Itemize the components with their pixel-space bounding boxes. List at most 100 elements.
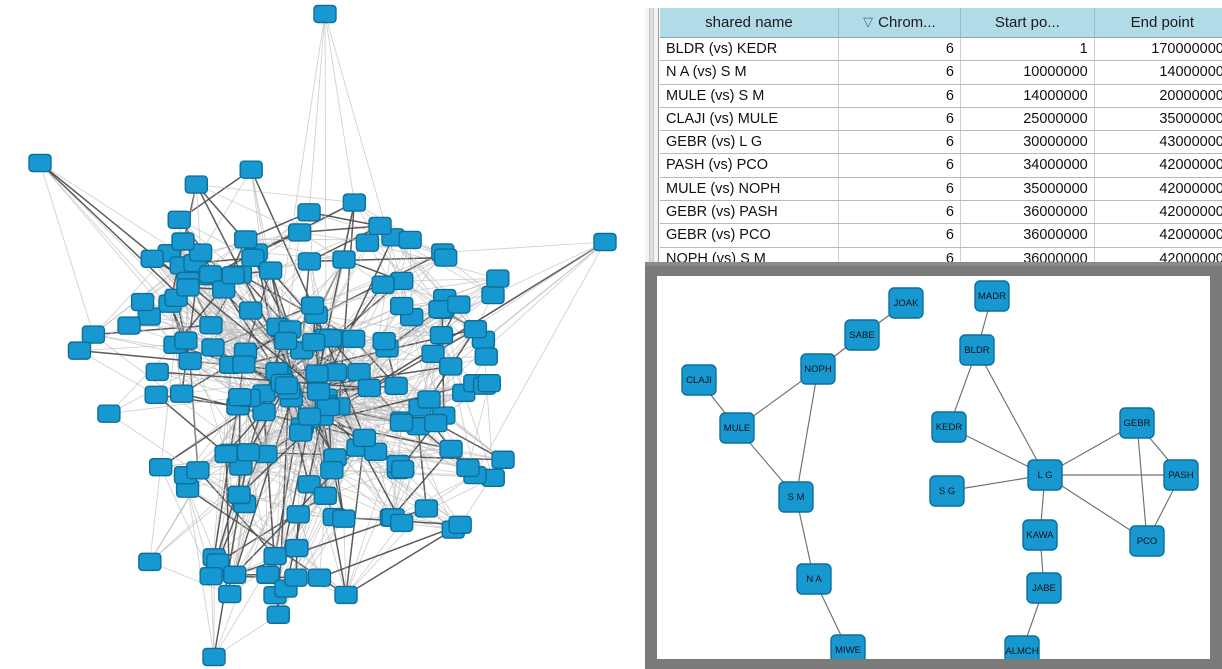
- network-node[interactable]: [170, 384, 194, 403]
- network-node[interactable]: [448, 515, 472, 534]
- cell-chromosome[interactable]: 6: [838, 130, 961, 155]
- network-node[interactable]: [305, 364, 329, 383]
- network-node[interactable]: [357, 378, 382, 398]
- network-node[interactable]: [368, 216, 392, 236]
- network-node[interactable]: [297, 407, 322, 426]
- network-node[interactable]: [372, 331, 396, 351]
- cell-shared-name[interactable]: GEBR (vs) PASH: [660, 200, 839, 225]
- network-node[interactable]: KAWA: [1022, 519, 1058, 551]
- cell-start-point[interactable]: 36000000: [960, 200, 1095, 225]
- cell-start-point[interactable]: 1: [960, 37, 1095, 62]
- network-node[interactable]: [28, 153, 52, 173]
- network-node[interactable]: [297, 252, 322, 271]
- cell-chromosome[interactable]: 6: [838, 37, 961, 62]
- network-node[interactable]: [320, 461, 344, 480]
- network-node[interactable]: N A: [796, 563, 832, 595]
- network-node[interactable]: [429, 326, 454, 345]
- table-row[interactable]: PASH (vs) PCO6340000004200000011.4: [660, 153, 1222, 178]
- network-node[interactable]: KEDR: [931, 411, 967, 443]
- network-node[interactable]: [424, 413, 448, 433]
- network-node[interactable]: MIWE: [830, 634, 866, 659]
- table-body[interactable]: BLDR (vs) KEDR61170000000192.0N A (vs) S…: [660, 37, 1222, 270]
- network-node[interactable]: [227, 485, 251, 505]
- network-node[interactable]: [313, 4, 337, 24]
- cell-start-point[interactable]: 10000000: [960, 60, 1095, 85]
- network-node[interactable]: [332, 250, 356, 269]
- network-node[interactable]: [439, 439, 463, 459]
- network-node[interactable]: [252, 402, 276, 422]
- network-node[interactable]: [138, 552, 162, 572]
- network-node[interactable]: [263, 546, 287, 566]
- table-row[interactable]: N A (vs) S M610000000140000006.6: [660, 60, 1222, 85]
- network-node[interactable]: [285, 538, 309, 558]
- cell-chromosome[interactable]: 6: [838, 107, 961, 132]
- cell-start-point[interactable]: 14000000: [960, 84, 1095, 108]
- network-node[interactable]: [334, 585, 358, 605]
- network-node[interactable]: [199, 566, 223, 586]
- cell-end-point[interactable]: 42000000: [1094, 223, 1222, 248]
- network-node[interactable]: BLDR: [959, 334, 995, 366]
- network-node[interactable]: [174, 331, 198, 350]
- network-node[interactable]: [447, 295, 471, 314]
- network-node[interactable]: JABE: [1026, 572, 1062, 604]
- network-node[interactable]: [477, 374, 501, 393]
- network-node[interactable]: [81, 325, 106, 344]
- cell-end-point[interactable]: 170000000: [1094, 37, 1222, 62]
- network-node[interactable]: [256, 565, 280, 584]
- node-layer[interactable]: [28, 4, 617, 667]
- large-network-view[interactable]: [0, 0, 645, 669]
- table-row[interactable]: GEBR (vs) L G6300000004300000016.9: [660, 130, 1222, 155]
- network-node[interactable]: [184, 175, 209, 194]
- network-node[interactable]: [238, 301, 263, 320]
- network-node[interactable]: [228, 388, 252, 407]
- network-node[interactable]: [389, 513, 414, 533]
- network-node[interactable]: [171, 232, 195, 251]
- network-node[interactable]: [214, 444, 238, 464]
- cell-shared-name[interactable]: MULE (vs) S M: [660, 84, 839, 108]
- network-node[interactable]: S G: [929, 475, 965, 507]
- network-node[interactable]: [239, 160, 263, 179]
- cell-start-point[interactable]: 25000000: [960, 107, 1095, 132]
- network-node[interactable]: PASH: [1163, 459, 1199, 491]
- network-node[interactable]: [286, 505, 310, 524]
- network-node[interactable]: [188, 243, 213, 262]
- network-node[interactable]: [481, 285, 505, 305]
- network-node[interactable]: [417, 390, 441, 409]
- cell-shared-name[interactable]: GEBR (vs) PCO: [660, 223, 839, 248]
- network-node[interactable]: [97, 404, 121, 423]
- network-node[interactable]: [355, 233, 380, 252]
- network-node[interactable]: [332, 509, 356, 528]
- network-node[interactable]: SABE: [844, 319, 880, 351]
- network-node[interactable]: GEBR: [1119, 407, 1155, 439]
- network-node[interactable]: [414, 499, 439, 518]
- table-row-header-gutter[interactable]: [645, 8, 659, 270]
- cell-chromosome[interactable]: 6: [838, 60, 961, 85]
- network-node[interactable]: [201, 338, 225, 357]
- network-node[interactable]: [463, 320, 488, 339]
- network-node[interactable]: [301, 333, 326, 352]
- network-node[interactable]: [384, 376, 408, 395]
- edge-attribute-table[interactable]: shared name ▽ Chrom... Start po... End point…: [660, 8, 1222, 270]
- cell-shared-name[interactable]: MULE (vs) NOPH: [660, 177, 839, 202]
- network-node[interactable]: S M: [778, 481, 814, 513]
- network-node[interactable]: [297, 203, 321, 222]
- cell-chromosome[interactable]: 6: [838, 153, 961, 178]
- cell-chromosome[interactable]: 6: [838, 84, 961, 108]
- column-header-shared-name[interactable]: shared name: [660, 8, 839, 38]
- table-row[interactable]: CLAJI (vs) MULE625000000350000005.9: [660, 107, 1222, 132]
- network-node[interactable]: [474, 347, 498, 366]
- network-node[interactable]: MULE: [719, 412, 755, 444]
- network-node[interactable]: NOPH: [800, 353, 836, 385]
- cell-shared-name[interactable]: N A (vs) S M: [660, 60, 839, 85]
- table-row[interactable]: MULE (vs) NOPH6350000004200000010.5: [660, 177, 1222, 202]
- network-node[interactable]: [241, 248, 265, 268]
- network-node[interactable]: [289, 423, 313, 442]
- network-node[interactable]: [390, 296, 414, 316]
- network-node[interactable]: [306, 382, 331, 401]
- network-node[interactable]: [67, 341, 92, 360]
- small-network-view[interactable]: JOAK SABE NOPH CLAJI MULE S M N A MIWE MADR BLDR K…: [657, 276, 1210, 659]
- large-network-canvas[interactable]: [0, 0, 645, 669]
- network-node[interactable]: [352, 428, 377, 448]
- network-node[interactable]: JOAK: [888, 287, 924, 319]
- network-node[interactable]: CLAJI: [681, 364, 717, 396]
